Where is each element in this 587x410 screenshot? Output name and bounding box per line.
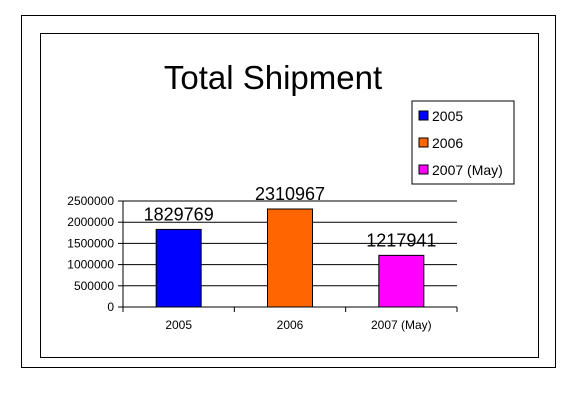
bar-3: [378, 254, 425, 308]
x-tick-label: 2005: [165, 318, 192, 332]
bar-2: [267, 208, 313, 308]
data-label: 2310967: [255, 184, 325, 204]
data-label: 1829769: [144, 204, 214, 224]
bars: [155, 208, 425, 308]
legend-swatch: [418, 164, 429, 175]
y-tick-label: 1000000: [67, 258, 114, 272]
chart-plot-frame: [40, 33, 539, 358]
y-tick-label: 2000000: [67, 215, 114, 229]
axes: [122, 201, 457, 308]
y-tick-label: 2500000: [67, 194, 114, 208]
x-tick-label: 2006: [277, 318, 304, 332]
x-tick-label: 2007 (May): [371, 318, 432, 332]
legend-swatch: [418, 110, 429, 121]
legend-swatch: [418, 137, 429, 148]
y-tick-label: 0: [107, 300, 114, 314]
y-tick-label: 1500000: [67, 236, 114, 250]
x-axis-ticks: 2005 2006 2007 (May): [122, 307, 458, 332]
y-tick-label: 500000: [74, 279, 114, 293]
data-labels: 1829769 2310967 1217941: [144, 184, 437, 250]
chart-title: Total Shipment: [164, 59, 382, 96]
legend-label: 2005: [432, 108, 463, 124]
chart-outer-frame: [21, 15, 556, 368]
legend-label: 2007 (May): [432, 162, 503, 178]
legend: 2005 2006 2007 (May): [411, 100, 515, 185]
legend-box: [411, 100, 515, 185]
data-label: 1217941: [366, 230, 436, 250]
legend-label: 2006: [432, 135, 463, 151]
bar-1: [155, 228, 202, 308]
y-axis-ticks: 0 500000 1000000 1500000 2000000 2500000: [67, 194, 123, 314]
